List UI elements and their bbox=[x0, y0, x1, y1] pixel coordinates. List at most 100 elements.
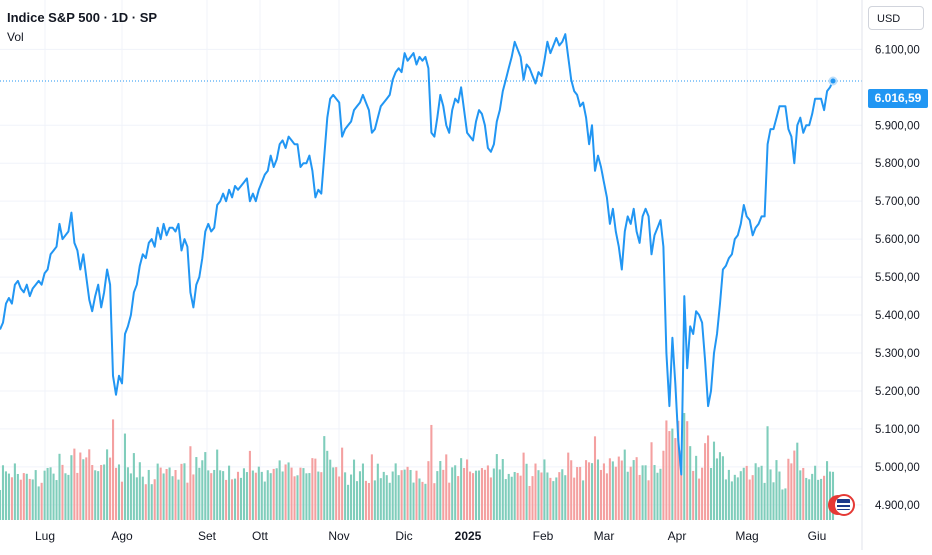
y-tick-label: 5.300,00 bbox=[875, 348, 920, 360]
volume-bar bbox=[373, 480, 376, 520]
volume-bar bbox=[376, 463, 379, 520]
volume-bar bbox=[117, 464, 121, 520]
price-series-line bbox=[0, 33, 834, 476]
volume-bar bbox=[718, 452, 721, 520]
volume-bar bbox=[412, 482, 415, 520]
y-tick-label: 5.400,00 bbox=[875, 310, 920, 322]
volume-bar bbox=[570, 460, 573, 520]
volume-bar bbox=[198, 467, 201, 520]
volume-bar bbox=[28, 478, 31, 520]
volume-bar bbox=[492, 468, 495, 520]
volume-bar bbox=[480, 468, 483, 520]
volume-bar bbox=[180, 463, 183, 520]
volume-bar bbox=[91, 465, 94, 520]
currency-selector[interactable]: USD bbox=[868, 6, 924, 30]
volume-bar bbox=[52, 473, 55, 520]
volume-bar bbox=[370, 454, 373, 520]
x-tick-label: Lug bbox=[35, 529, 55, 543]
volume-bar bbox=[311, 458, 314, 520]
volume-bar bbox=[516, 472, 519, 520]
volume-bar bbox=[680, 450, 683, 520]
volume-bar bbox=[272, 468, 275, 520]
volume-bar bbox=[495, 454, 498, 520]
volume-bar bbox=[701, 467, 704, 520]
volume-bar bbox=[674, 438, 677, 520]
volume-bar bbox=[10, 477, 13, 520]
volume-bar bbox=[451, 467, 454, 520]
volume-bar bbox=[712, 441, 716, 520]
volume-bar bbox=[638, 474, 641, 520]
volume-bar bbox=[704, 443, 707, 520]
volume-bar bbox=[692, 470, 695, 520]
volume-bar bbox=[138, 462, 141, 520]
volume-bar bbox=[828, 471, 832, 520]
volume-bar bbox=[58, 453, 61, 520]
volume-bar bbox=[260, 471, 263, 520]
volume-bar bbox=[147, 469, 150, 520]
volume-bar bbox=[308, 473, 311, 520]
volume-bar bbox=[471, 473, 475, 520]
volume-bar bbox=[16, 473, 19, 520]
volume-bar bbox=[403, 469, 406, 520]
volume-bar bbox=[204, 452, 207, 520]
x-tick-label: Feb bbox=[533, 529, 554, 543]
volume-bar bbox=[400, 470, 403, 520]
volume-bar bbox=[730, 481, 733, 520]
volume-bar bbox=[647, 480, 650, 520]
volume-bar bbox=[219, 470, 222, 520]
y-tick-label: 5.600,00 bbox=[875, 234, 920, 246]
x-tick-label: Ott bbox=[252, 529, 269, 543]
volume-bar bbox=[114, 467, 118, 520]
chart-title: Indice S&P 500 · 1D · SP bbox=[7, 10, 158, 25]
volume-bar bbox=[546, 472, 549, 520]
x-tick-label: Giu bbox=[808, 529, 827, 543]
volume-bar bbox=[751, 475, 754, 520]
volume-bar bbox=[415, 470, 418, 520]
volume-bar bbox=[593, 436, 597, 520]
volume-bar bbox=[364, 480, 367, 520]
volume-bar bbox=[588, 462, 591, 520]
volume-bar bbox=[707, 435, 710, 520]
y-tick-label: 6.100,00 bbox=[875, 44, 920, 56]
volume-bar bbox=[210, 473, 213, 520]
volume-bar bbox=[724, 479, 727, 520]
y-tick-label: 5.700,00 bbox=[875, 196, 920, 208]
volume-bar bbox=[599, 469, 602, 520]
volume-bar bbox=[7, 473, 10, 520]
volume-bar bbox=[132, 453, 135, 520]
volume-bar bbox=[126, 467, 129, 520]
volume-bar bbox=[335, 467, 338, 520]
volume-bar bbox=[296, 475, 299, 520]
volume-bar bbox=[391, 471, 394, 520]
volume-bar bbox=[772, 482, 775, 520]
volume-bar bbox=[355, 481, 359, 520]
volume-bar bbox=[305, 473, 308, 520]
volume-bar bbox=[1, 465, 5, 520]
volume-bar bbox=[382, 471, 385, 520]
volume-bar bbox=[573, 477, 576, 520]
volume-bar bbox=[605, 473, 608, 520]
volume-bar bbox=[97, 471, 100, 520]
x-tick-label: Nov bbox=[328, 529, 349, 543]
volume-bar bbox=[623, 449, 626, 520]
volume-bar bbox=[430, 424, 433, 520]
last-price-label: 6.016,59 bbox=[868, 89, 928, 108]
y-tick-label: 5.200,00 bbox=[875, 386, 920, 398]
volume-bar bbox=[347, 484, 350, 520]
volume-bar bbox=[358, 471, 362, 520]
volume-bar bbox=[709, 468, 713, 520]
volume-bar bbox=[168, 467, 171, 520]
volume-bar bbox=[817, 479, 820, 520]
volume-bar bbox=[596, 459, 600, 520]
volume-bar bbox=[236, 471, 240, 520]
volume-bar bbox=[350, 474, 353, 520]
volume-bar bbox=[290, 467, 293, 520]
volume-bar bbox=[760, 465, 763, 520]
volume-bar bbox=[781, 489, 784, 520]
volume-bar bbox=[659, 468, 662, 520]
volume-bar bbox=[775, 460, 778, 520]
volume-bar bbox=[620, 460, 623, 520]
volume-bar bbox=[266, 470, 269, 520]
